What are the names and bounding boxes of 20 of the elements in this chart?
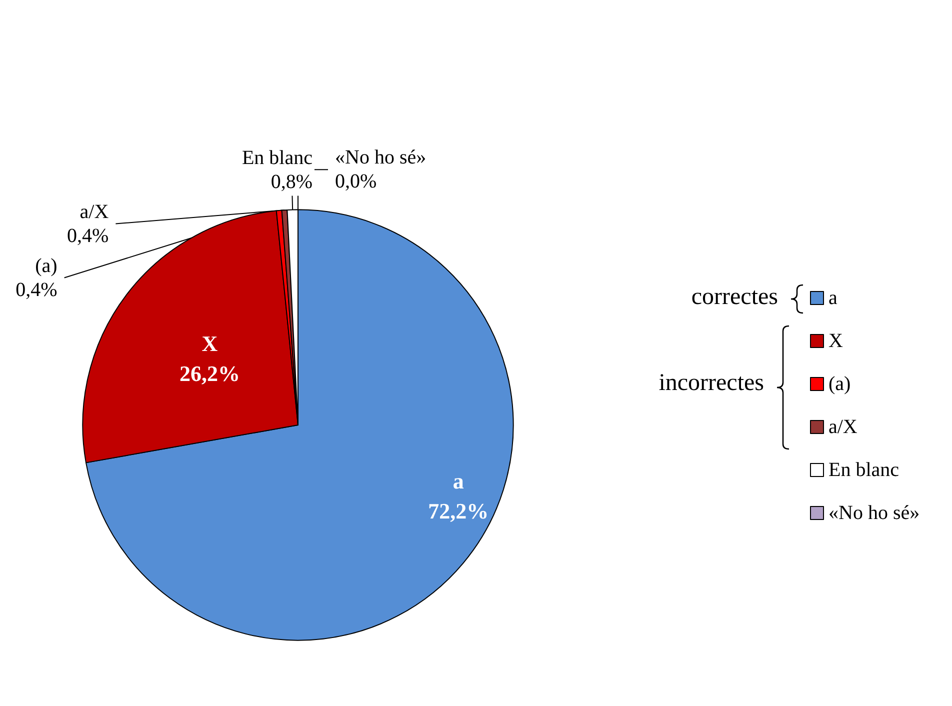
slice-label: (a) [35, 254, 58, 277]
slice-label: En blanc [242, 146, 313, 169]
text: incorrectes [658, 370, 764, 397]
data-label: 26,2% [179, 360, 240, 386]
data-label: 0,8% [270, 170, 312, 193]
data-label: 0,4% [67, 224, 109, 247]
legend-label: a [828, 287, 838, 309]
legend-label: X [828, 330, 844, 352]
legend-label: a/X [828, 416, 858, 438]
slice-label: a [452, 468, 464, 494]
legend-label: (a) [828, 373, 851, 395]
category-label: «No ho sé» [335, 146, 426, 169]
data-label: 0,4% [16, 278, 58, 301]
data-label: 72,2% [428, 498, 489, 524]
legend-label: «No ho sé» [828, 502, 920, 524]
text: correctes [690, 284, 778, 311]
legend-label: En blanc [828, 459, 900, 481]
text: 0,0% [335, 170, 377, 193]
slice-label: a/X [80, 200, 110, 223]
slice-label: X [202, 330, 218, 356]
